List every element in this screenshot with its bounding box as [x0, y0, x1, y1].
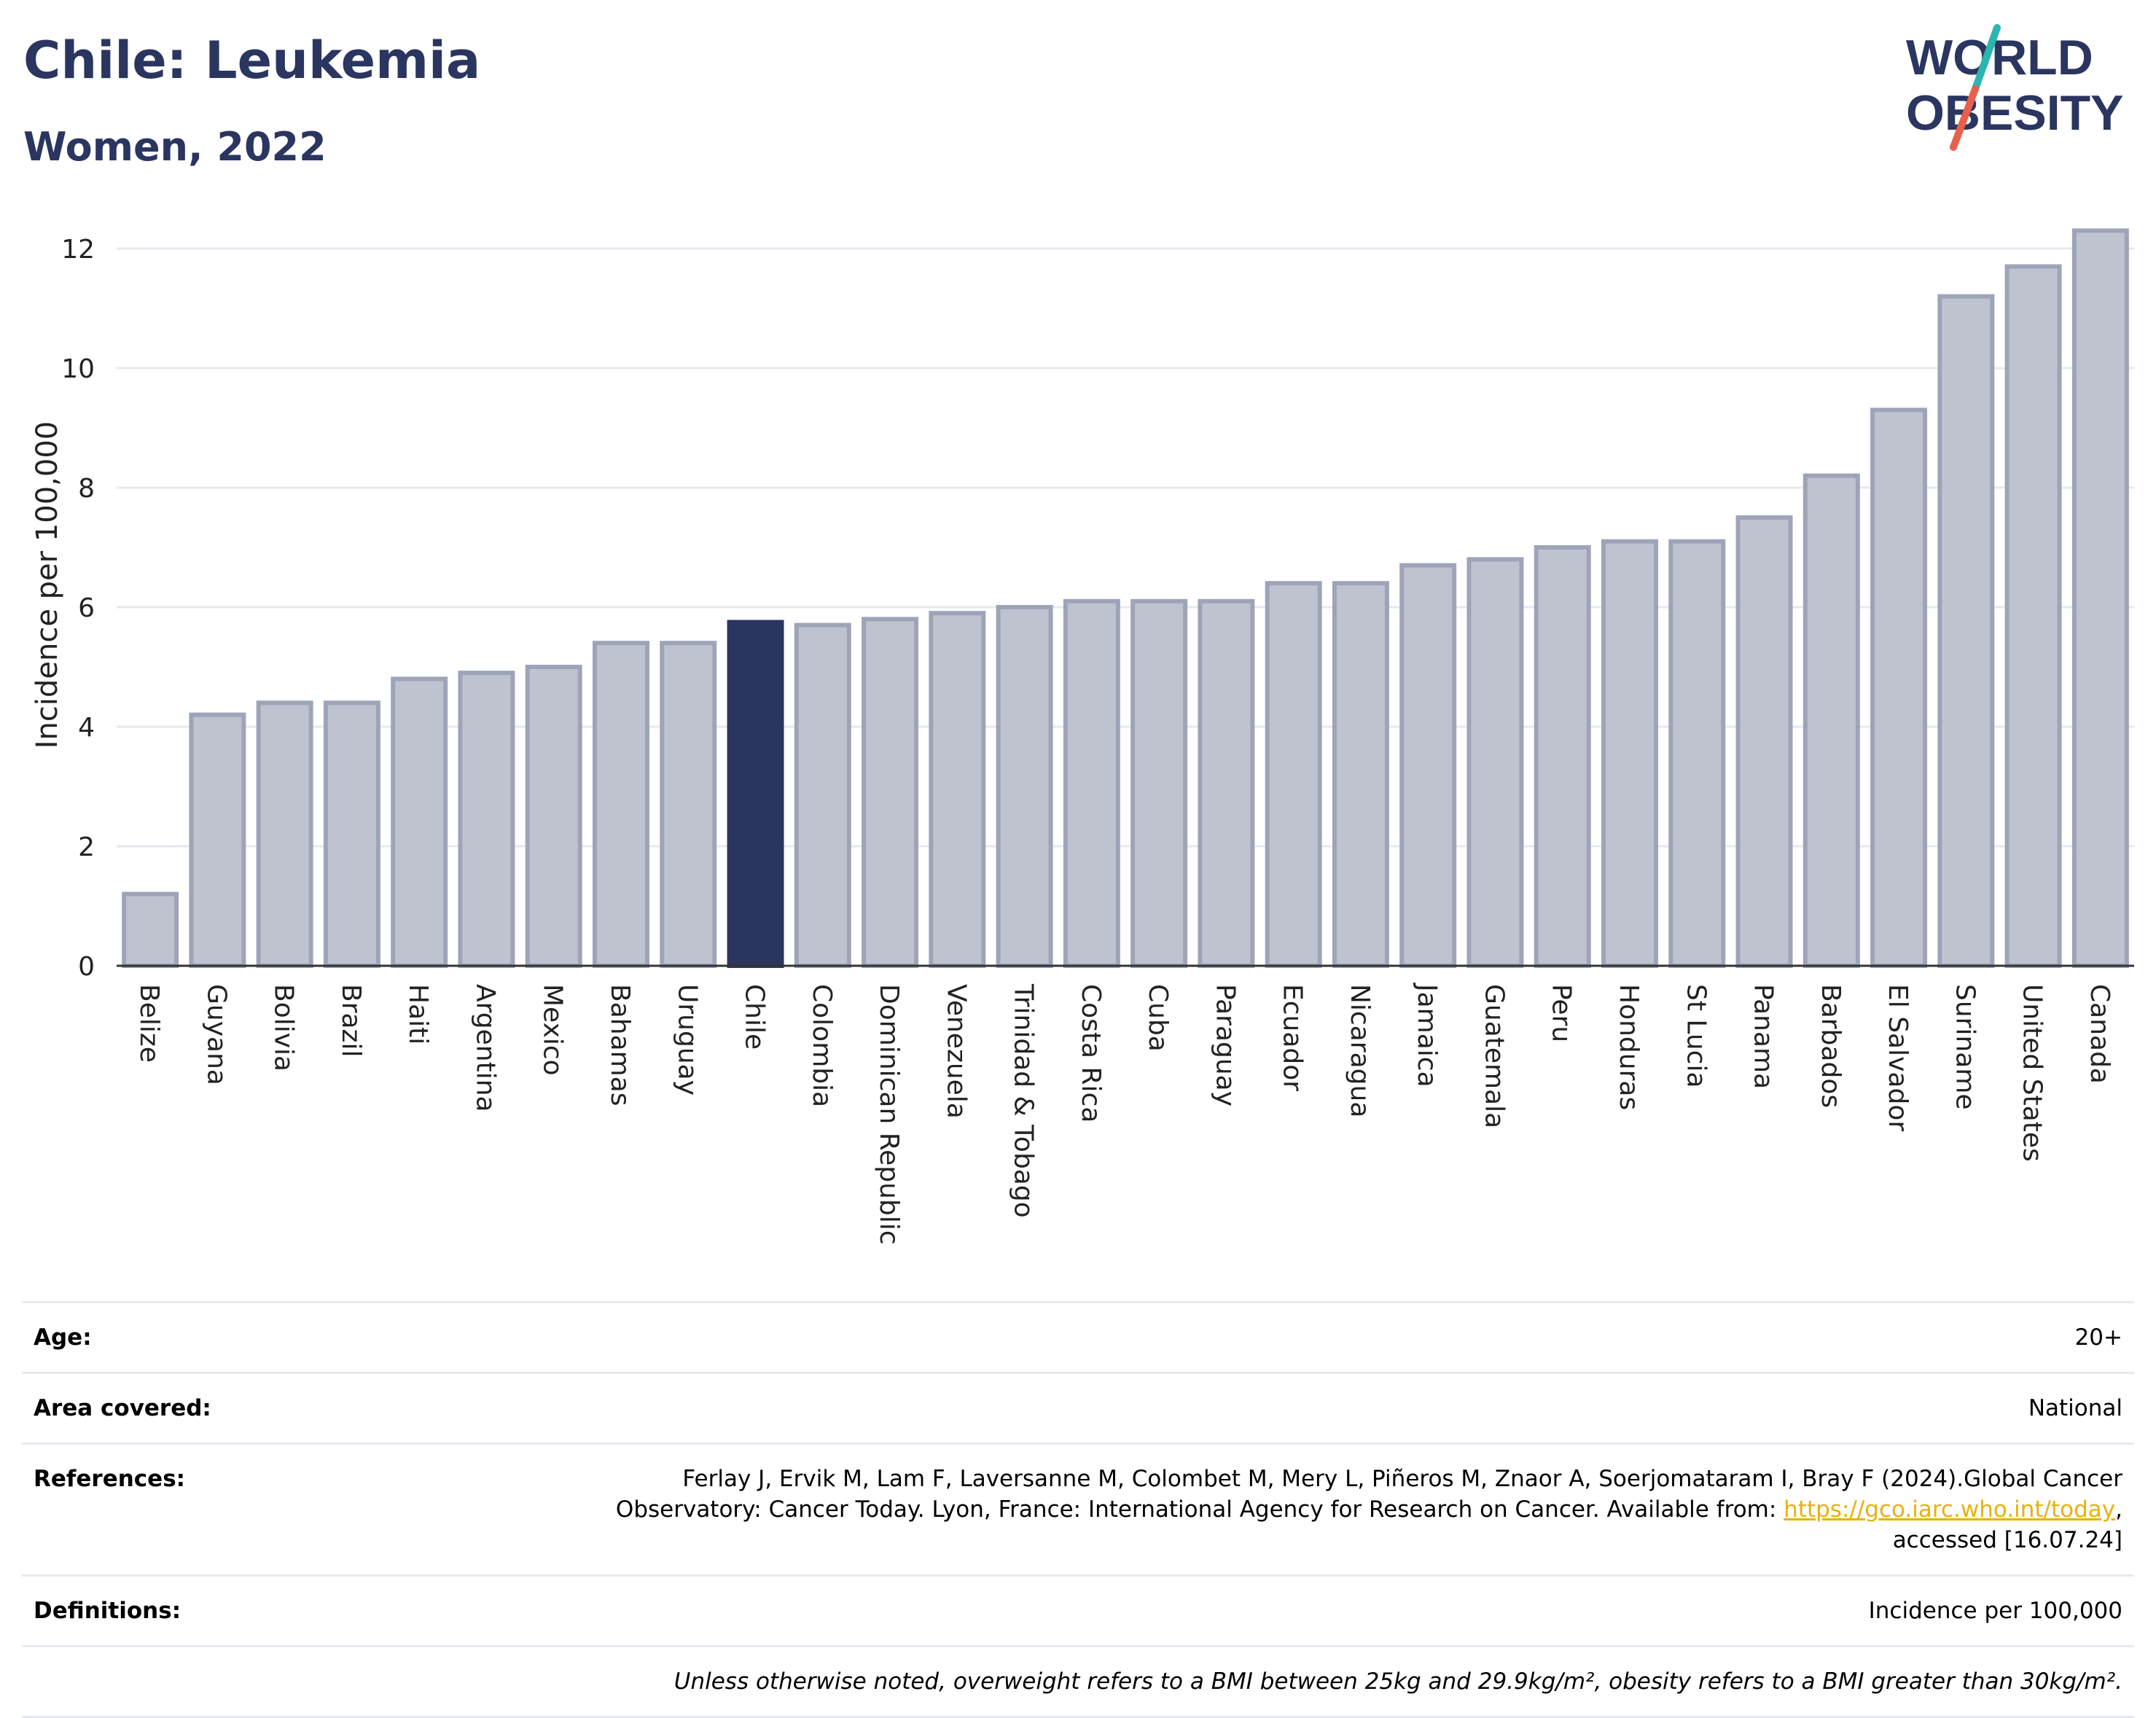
x-tick-label: Nicaragua	[1345, 984, 1375, 1117]
x-tick-label: Guyana	[201, 984, 231, 1085]
bar-bahamas	[593, 641, 649, 968]
bar-trinidad-tobago	[996, 605, 1053, 968]
x-tick-label: Canada	[2085, 984, 2114, 1084]
info-row-area: Area covered: National	[22, 1372, 2134, 1444]
page-title: Chile: Leukemia	[23, 31, 481, 90]
x-tick-label: Venezuela	[941, 984, 971, 1119]
x-tick-label: St Lucia	[1681, 984, 1711, 1088]
x-tick-label: United States	[2018, 984, 2047, 1162]
y-tick-label: 2	[78, 832, 95, 862]
y-tick-label: 4	[78, 713, 95, 743]
bar-barbados	[1802, 473, 1860, 968]
y-tick-label: 8	[78, 474, 95, 504]
definitions-value: Incidence per 100,000	[351, 1574, 2134, 1647]
x-tick-label: El Salvador	[1883, 984, 1913, 1131]
bar-chart: 0 2 4 6 8 10 12 Belize Guyana Bolivia Brazil Haiti A…	[31, 228, 2134, 1245]
references-line3: accessed [16.07.24]	[1892, 1527, 2122, 1553]
bar-cuba	[1130, 598, 1188, 968]
y-tick-label: 12	[61, 235, 95, 265]
x-tick-label: Jamaica	[1412, 983, 1442, 1088]
x-tick-label: Peru	[1547, 984, 1577, 1042]
references-link[interactable]: https://gco.iarc.who.int/today	[1784, 1496, 2116, 1523]
x-tick-label: Haiti	[403, 984, 433, 1045]
bar-nicaragua	[1332, 581, 1389, 968]
logo-slash-bottom	[1950, 85, 1979, 151]
y-tick-label: 6	[78, 593, 95, 623]
logo-slash-top	[1972, 24, 2001, 93]
bar-bolivia	[256, 700, 313, 968]
x-tick-label: Guatemala	[1479, 984, 1509, 1128]
x-tick-label: Chile	[740, 984, 770, 1050]
x-tick-label: Colombia	[807, 984, 837, 1107]
bar-costa-rica	[1063, 598, 1120, 968]
y-tick-label: 10	[61, 354, 95, 384]
x-tick-label: Suriname	[1950, 984, 1980, 1110]
bar-canada	[2071, 228, 2129, 968]
info-row-note: Unless otherwise noted, overweight refer…	[22, 1645, 2134, 1718]
bar-argentina	[458, 671, 515, 968]
age-label: Age:	[22, 1301, 351, 1373]
bar-united-states	[2004, 264, 2062, 969]
x-tick-label: Costa Rica	[1076, 984, 1106, 1122]
x-tick-label: Uruguay	[672, 984, 702, 1096]
area-label: Area covered:	[22, 1372, 351, 1444]
x-tick-label: Barbados	[1816, 984, 1846, 1108]
bar-dominican-republic	[862, 617, 919, 969]
references-line2-suffix: ,	[2115, 1496, 2122, 1523]
bar-el-salvador	[1870, 407, 1928, 968]
info-row-references: References: Ferlay J, Ervik M, Lam F, La…	[22, 1442, 2134, 1576]
world-obesity-logo[interactable]: WORLD OBESITY	[1895, 22, 2143, 153]
x-tick-label: Argentina	[470, 984, 500, 1112]
x-tick-label: Bolivia	[269, 984, 299, 1071]
bar-guyana	[189, 712, 246, 968]
bar-mexico	[525, 665, 582, 968]
x-tick-label: Paraguay	[1210, 984, 1240, 1106]
bar-honduras	[1601, 539, 1658, 968]
bar-st-lucia	[1668, 539, 1726, 968]
x-tick-label: Ecuador	[1278, 984, 1308, 1091]
y-axis-label: Incidence per 100,000	[31, 421, 64, 749]
x-tick-label: Mexico	[538, 984, 568, 1076]
bar-suriname	[1937, 294, 1995, 969]
bar-venezuela	[929, 611, 986, 968]
bar-haiti	[391, 676, 448, 969]
definitions-label: Definitions:	[22, 1574, 351, 1647]
x-tick-label: Brazil	[336, 984, 366, 1057]
x-tick-label: Belize	[134, 984, 164, 1063]
x-tick-label: Honduras	[1614, 984, 1644, 1110]
bar-peru	[1534, 545, 1591, 968]
bar-jamaica	[1399, 563, 1457, 968]
x-tick-label: Cuba	[1143, 984, 1173, 1052]
references-label: References:	[22, 1442, 351, 1576]
bar-paraguay	[1198, 598, 1255, 968]
references-line1: Ferlay J, Ervik M, Lam F, Laversanne M, …	[682, 1466, 2122, 1492]
bar-panama	[1735, 515, 1793, 968]
x-tick-label: Bahamas	[605, 984, 635, 1106]
bar-chile	[727, 620, 784, 968]
bar-uruguay	[660, 641, 717, 968]
x-tick-label: Trinidad & Tobago	[1009, 983, 1039, 1218]
references-value: Ferlay J, Ervik M, Lam F, Laversanne M, …	[351, 1442, 2134, 1576]
info-row-definitions: Definitions: Incidence per 100,000	[22, 1574, 2134, 1647]
bar-ecuador	[1265, 581, 1322, 968]
bar-belize	[122, 891, 179, 968]
page-subtitle: Women, 2022	[23, 124, 327, 170]
info-table: Age: 20+ Area covered: National Referenc…	[22, 1301, 2134, 1718]
x-tick-label: Dominican Republic	[874, 984, 904, 1245]
y-tick-label: 0	[78, 952, 95, 982]
info-row-age: Age: 20+	[22, 1301, 2134, 1373]
logo-text-obesity: OBESITY	[1906, 85, 2124, 141]
bar-guatemala	[1466, 557, 1524, 968]
logo-text-world: WORLD	[1906, 30, 2093, 85]
area-value: National	[351, 1372, 2134, 1444]
bar-brazil	[323, 700, 380, 968]
bar-colombia	[794, 622, 851, 968]
bmi-note: Unless otherwise noted, overweight refer…	[351, 1645, 2134, 1718]
references-line2: Observatory: Cancer Today. Lyon, France:…	[615, 1496, 1784, 1523]
x-tick-label: Panama	[1749, 984, 1778, 1089]
age-value: 20+	[351, 1301, 2134, 1373]
